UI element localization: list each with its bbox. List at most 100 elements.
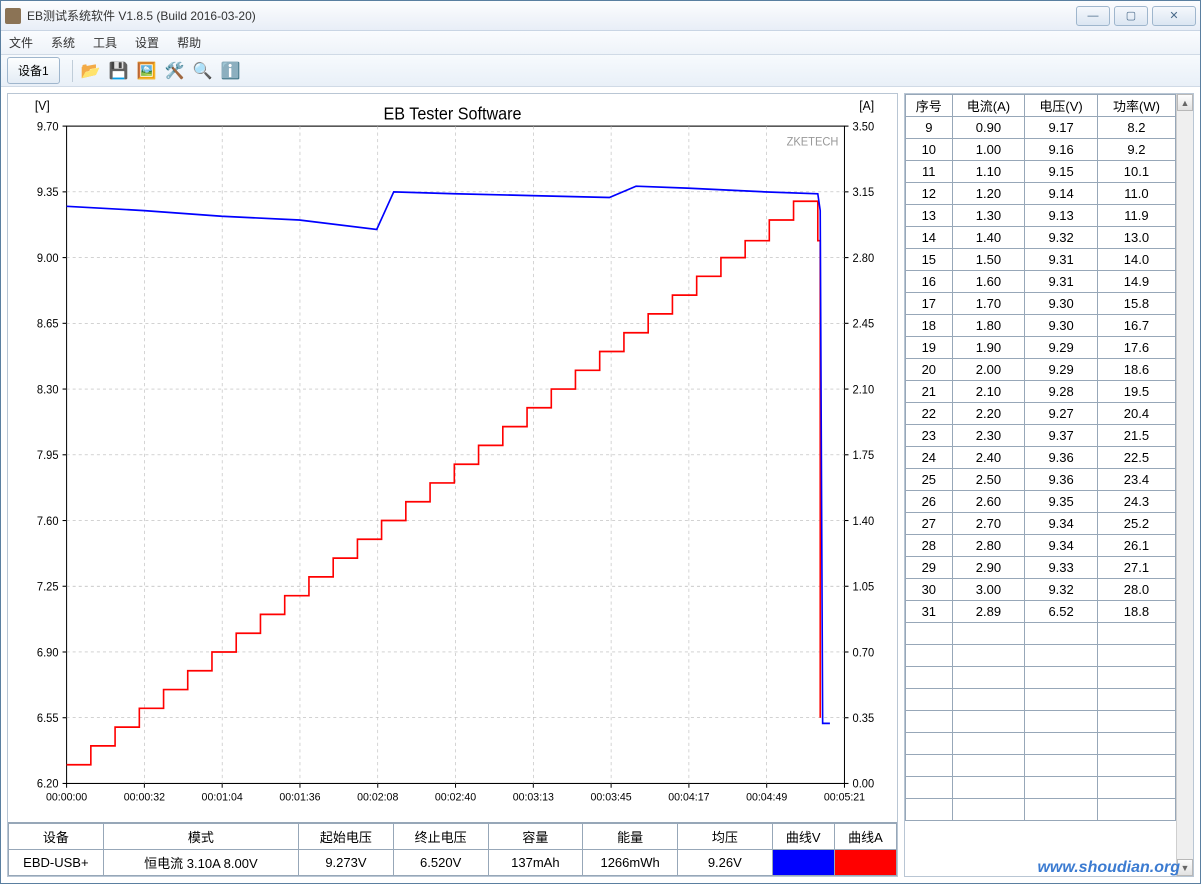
table-row[interactable]: 222.209.2720.4 — [906, 403, 1176, 425]
table-row-empty — [906, 645, 1176, 667]
table-row[interactable]: 171.709.3015.8 — [906, 293, 1176, 315]
svg-text:00:01:36: 00:01:36 — [279, 791, 320, 803]
col-current[interactable]: 电流(A) — [952, 95, 1025, 117]
table-row[interactable]: 131.309.1311.9 — [906, 205, 1176, 227]
table-row[interactable]: 141.409.3213.0 — [906, 227, 1176, 249]
table-row[interactable]: 272.709.3425.2 — [906, 513, 1176, 535]
table-cell: 19.5 — [1097, 381, 1175, 403]
table-row-empty — [906, 777, 1176, 799]
val-energy: 1266mWh — [583, 850, 678, 876]
table-cell: 1.10 — [952, 161, 1025, 183]
table-row[interactable]: 111.109.1510.1 — [906, 161, 1176, 183]
table-cell: 9.36 — [1025, 447, 1098, 469]
table-cell: 9.17 — [1025, 117, 1098, 139]
table-scrollbar[interactable]: ▲ ▼ — [1176, 94, 1193, 876]
table-cell: 31 — [906, 601, 953, 623]
svg-text:00:01:04: 00:01:04 — [202, 791, 243, 803]
svg-text:8.30: 8.30 — [37, 384, 59, 396]
svg-text:EB Tester Software: EB Tester Software — [384, 104, 522, 124]
table-cell: 2.89 — [952, 601, 1025, 623]
table-cell: 9.30 — [1025, 315, 1098, 337]
tools-icon[interactable]: 🛠️ — [164, 60, 186, 82]
table-row[interactable]: 212.109.2819.5 — [906, 381, 1176, 403]
table-row-empty — [906, 667, 1176, 689]
table-cell: 20 — [906, 359, 953, 381]
col-seq[interactable]: 序号 — [906, 95, 953, 117]
table-cell: 1.70 — [952, 293, 1025, 315]
info-icon[interactable]: ℹ️ — [220, 60, 242, 82]
table-cell: 15 — [906, 249, 953, 271]
table-cell: 11 — [906, 161, 953, 183]
minimize-button[interactable]: — — [1076, 6, 1110, 26]
table-cell: 19 — [906, 337, 953, 359]
image-icon[interactable]: 🖼️ — [136, 60, 158, 82]
table-cell: 9.31 — [1025, 249, 1098, 271]
table-row[interactable]: 232.309.3721.5 — [906, 425, 1176, 447]
hdr-avgv: 均压 — [677, 824, 772, 850]
svg-text:9.70: 9.70 — [37, 121, 59, 133]
table-cell: 28 — [906, 535, 953, 557]
table-row[interactable]: 282.809.3426.1 — [906, 535, 1176, 557]
menu-setting[interactable]: 设置 — [135, 34, 159, 51]
val-endv: 6.520V — [393, 850, 488, 876]
menu-file[interactable]: 文件 — [9, 34, 33, 51]
table-row[interactable]: 242.409.3622.5 — [906, 447, 1176, 469]
menu-help[interactable]: 帮助 — [177, 34, 201, 51]
svg-text:00:00:00: 00:00:00 — [46, 791, 87, 803]
close-button[interactable]: ✕ — [1152, 6, 1196, 26]
svg-text:7.95: 7.95 — [37, 450, 59, 462]
menu-system[interactable]: 系统 — [51, 34, 75, 51]
app-icon — [5, 8, 21, 24]
search-icon[interactable]: 🔍 — [192, 60, 214, 82]
hdr-device: 设备 — [9, 824, 104, 850]
table-cell: 25.2 — [1097, 513, 1175, 535]
col-voltage[interactable]: 电压(V) — [1025, 95, 1098, 117]
table-cell: 1.80 — [952, 315, 1025, 337]
table-cell: 9.16 — [1025, 139, 1098, 161]
table-row[interactable]: 292.909.3327.1 — [906, 557, 1176, 579]
table-row-empty — [906, 711, 1176, 733]
table-cell: 9.36 — [1025, 469, 1098, 491]
col-power[interactable]: 功率(W) — [1097, 95, 1175, 117]
table-row[interactable]: 161.609.3114.9 — [906, 271, 1176, 293]
maximize-button[interactable]: ▢ — [1114, 6, 1148, 26]
scroll-up-button[interactable]: ▲ — [1177, 94, 1193, 111]
table-row[interactable]: 202.009.2918.6 — [906, 359, 1176, 381]
svg-text:00:04:17: 00:04:17 — [668, 791, 709, 803]
table-cell: 9.31 — [1025, 271, 1098, 293]
menu-tool[interactable]: 工具 — [93, 34, 117, 51]
table-cell: 25 — [906, 469, 953, 491]
table-row[interactable]: 262.609.3524.3 — [906, 491, 1176, 513]
table-cell: 2.70 — [952, 513, 1025, 535]
svg-text:1.75: 1.75 — [853, 450, 875, 462]
table-row[interactable]: 101.009.169.2 — [906, 139, 1176, 161]
svg-text:7.60: 7.60 — [37, 516, 59, 528]
table-cell: 17 — [906, 293, 953, 315]
svg-text:00:00:32: 00:00:32 — [124, 791, 165, 803]
table-row[interactable]: 121.209.1411.0 — [906, 183, 1176, 205]
svg-text:1.40: 1.40 — [853, 516, 875, 528]
table-row[interactable]: 90.909.178.2 — [906, 117, 1176, 139]
table-row[interactable]: 151.509.3114.0 — [906, 249, 1176, 271]
table-row[interactable]: 303.009.3228.0 — [906, 579, 1176, 601]
app-window: EB测试系统软件 V1.8.5 (Build 2016-03-20) — ▢ ✕… — [0, 0, 1201, 884]
table-cell: 9.37 — [1025, 425, 1098, 447]
hdr-curvea: 曲线A — [834, 824, 896, 850]
table-row[interactable]: 312.896.5218.8 — [906, 601, 1176, 623]
table-row[interactable]: 252.509.3623.4 — [906, 469, 1176, 491]
tab-device-1[interactable]: 设备1 — [7, 57, 60, 84]
open-icon[interactable]: 📂 — [80, 60, 102, 82]
save-icon[interactable]: 💾 — [108, 60, 130, 82]
table-cell: 9.35 — [1025, 491, 1098, 513]
table-cell: 18.8 — [1097, 601, 1175, 623]
table-row[interactable]: 181.809.3016.7 — [906, 315, 1176, 337]
svg-text:2.45: 2.45 — [853, 318, 875, 330]
table-cell: 9.14 — [1025, 183, 1098, 205]
table-cell: 9.33 — [1025, 557, 1098, 579]
table-row[interactable]: 191.909.2917.6 — [906, 337, 1176, 359]
svg-text:6.55: 6.55 — [37, 713, 59, 725]
table-cell: 16 — [906, 271, 953, 293]
table-cell: 10 — [906, 139, 953, 161]
table-cell: 9.29 — [1025, 359, 1098, 381]
scroll-track[interactable] — [1177, 111, 1193, 859]
